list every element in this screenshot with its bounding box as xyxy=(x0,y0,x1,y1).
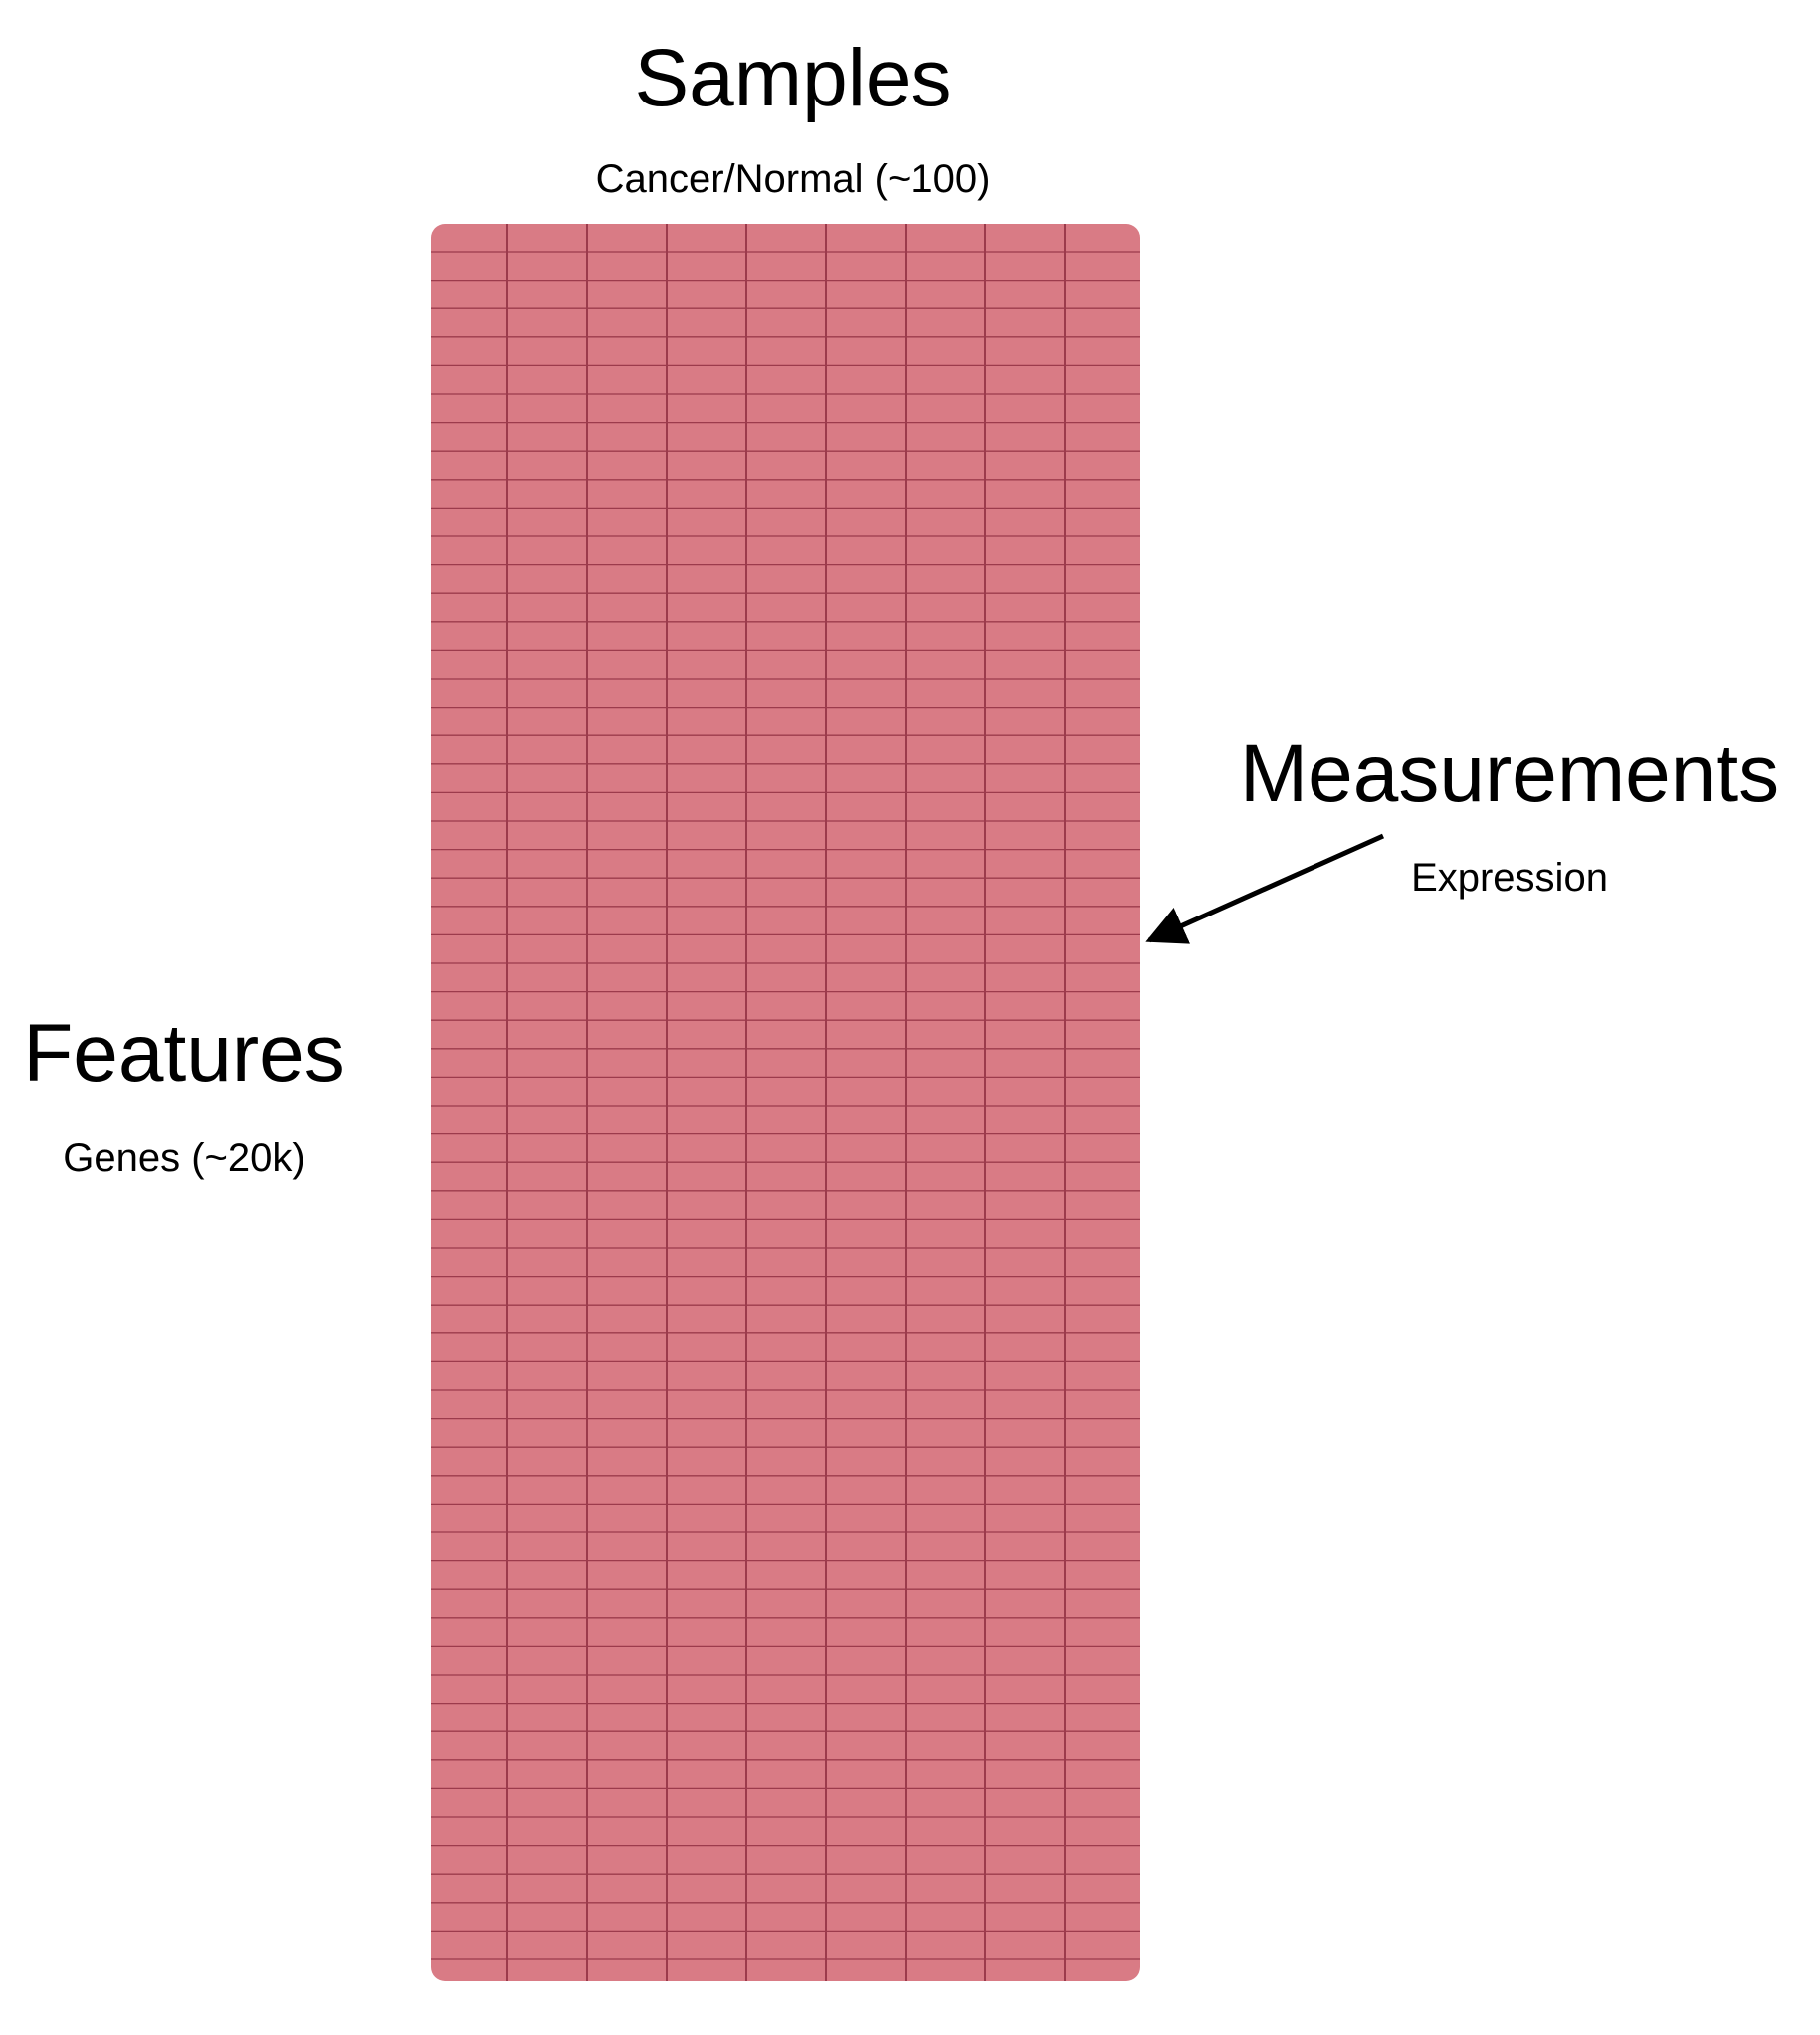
measurements-title: Measurements xyxy=(1239,728,1780,819)
samples-subtitle: Cancer/Normal (~100) xyxy=(595,157,991,201)
features-subtitle: Genes (~20k) xyxy=(63,1136,305,1180)
measurements-subtitle: Expression xyxy=(1411,856,1608,900)
matrix-grid xyxy=(431,224,1140,1981)
features-title: Features xyxy=(23,1008,345,1099)
measurement-arrow xyxy=(1145,833,1385,944)
expression-matrix xyxy=(431,224,1140,1981)
samples-title: Samples xyxy=(634,33,952,123)
